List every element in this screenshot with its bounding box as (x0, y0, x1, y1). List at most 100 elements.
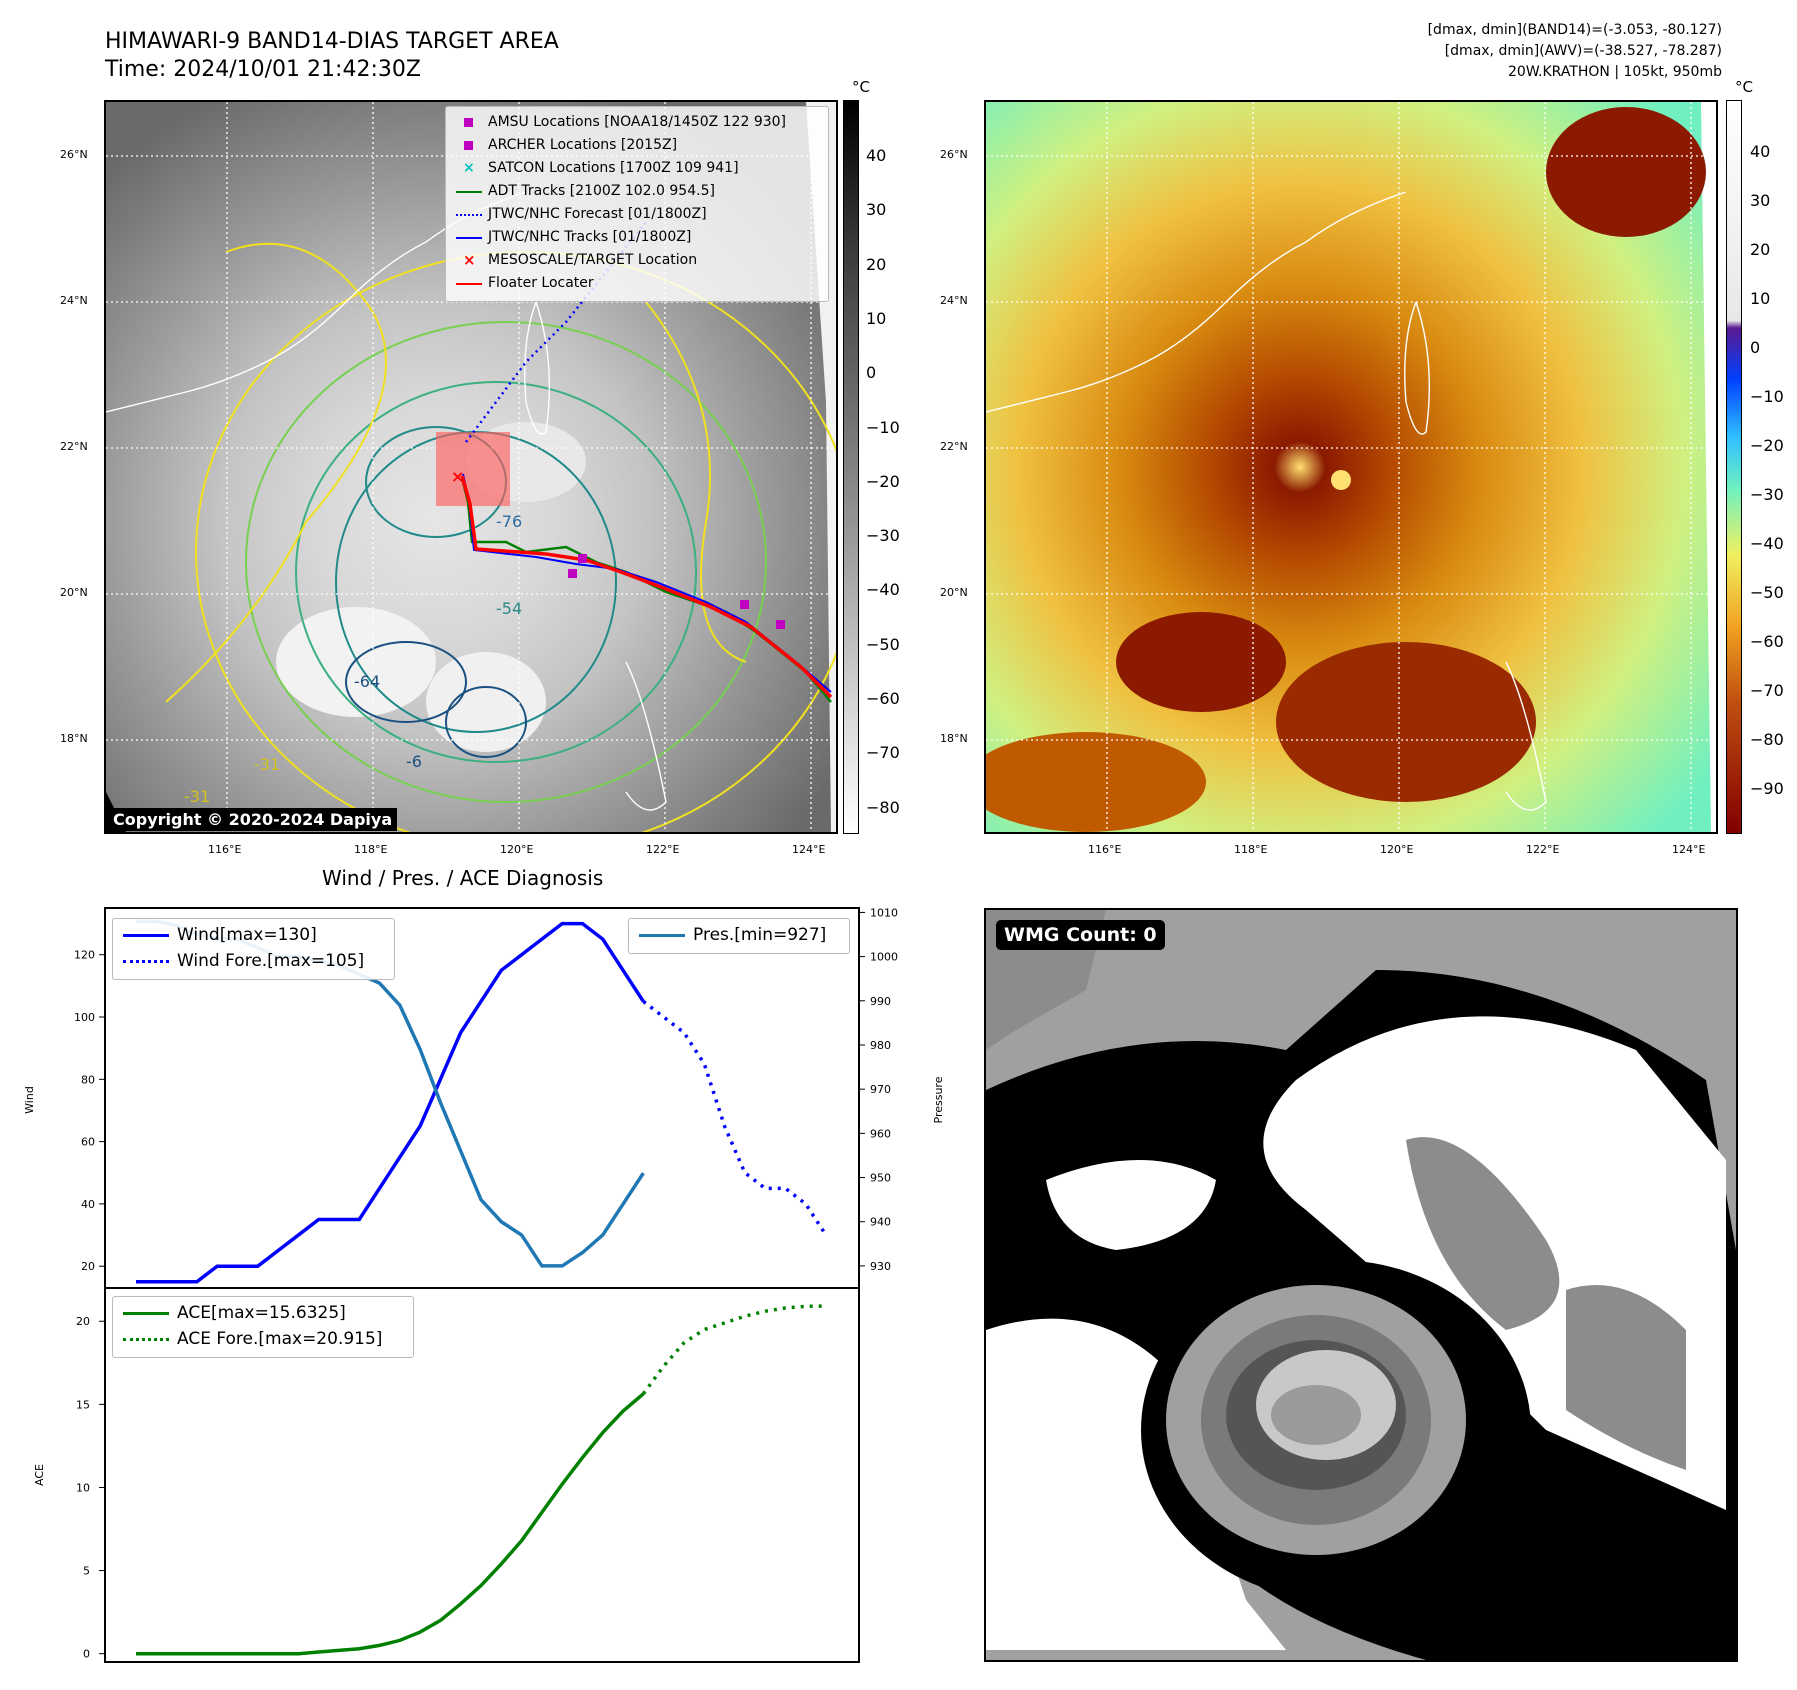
legend-item: × MESOSCALE/TARGET Location (454, 249, 820, 272)
track-legend: AMSU Locations [NOAA18/1450Z 122 930] AR… (445, 106, 829, 302)
legend-label: Pres.[min=927] (693, 925, 827, 945)
colorbar-tick-label: 10 (866, 308, 887, 328)
legend-item: Pres.[min=927] (637, 922, 841, 948)
legend-item: ACE[max=15.6325] (121, 1300, 405, 1326)
lon-label: 116°E (208, 843, 242, 856)
colorbar-tick-label: 30 (1750, 191, 1771, 210)
legend-item: JTWC/NHC Forecast [01/1800Z] (454, 203, 820, 226)
wind-tick-label: 80 (81, 1073, 95, 1086)
ace-tick-label: 15 (76, 1398, 90, 1411)
wind-forecast-line (642, 1000, 828, 1237)
wind-series-line (136, 921, 645, 1284)
wmg-image (986, 910, 1736, 1660)
lat-label: 26°N (940, 148, 968, 161)
pressure-legend: Pres.[min=927] (628, 918, 850, 954)
legend-item: Wind Fore.[max=105] (121, 948, 386, 974)
wind-legend: Wind[max=130] Wind Fore.[max=105] (112, 918, 395, 980)
legend-label: ADT Tracks [2100Z 102.0 954.5] (488, 183, 715, 199)
svg-text:×: × (451, 467, 464, 486)
wind-tick-label: 40 (81, 1198, 95, 1211)
lat-label: 20°N (940, 586, 968, 599)
lon-label: 124°E (1672, 843, 1706, 856)
lat-label: 22°N (940, 440, 968, 453)
legend-item: AMSU Locations [NOAA18/1450Z 122 930] (454, 111, 820, 134)
awv-colorbar (1726, 100, 1742, 834)
colorbar-tick-label: −10 (1750, 387, 1784, 406)
ir-colorbar (843, 100, 859, 834)
colorbar-tick-label: −70 (866, 743, 900, 763)
lat-label: 22°N (60, 440, 88, 453)
wmg-count-label: WMG Count: 0 (996, 920, 1165, 950)
lat-label: 18°N (60, 732, 88, 745)
legend-label: JTWC/NHC Tracks [01/1800Z] (488, 229, 692, 245)
colorbar-tick-label: 40 (1750, 142, 1771, 161)
colorbar-tick-label: −50 (1750, 583, 1784, 602)
figure-time: Time: 2024/10/01 21:42:30Z (105, 57, 421, 82)
lat-label: 26°N (60, 148, 88, 161)
contour-label: -54 (496, 599, 522, 618)
legend-item: JTWC/NHC Tracks [01/1800Z] (454, 226, 820, 249)
awv-colorbar-unit: °C (1735, 78, 1753, 96)
colorbar-tick-label: −80 (866, 797, 900, 817)
lat-label: 24°N (60, 294, 88, 307)
line-marker-icon (123, 934, 169, 937)
legend-label: Floater Locater (488, 275, 594, 291)
colorbar-tick-label: 40 (866, 146, 887, 165)
contour-label: -6 (406, 752, 422, 771)
ace-legend: ACE[max=15.6325] ACE Fore.[max=20.915] (112, 1296, 414, 1358)
wind-tick-label: 100 (74, 1011, 95, 1024)
legend-item: Wind[max=130] (121, 922, 386, 948)
dmax-band14-info: [dmax, dmin](BAND14)=(-3.053, -80.127) (1427, 22, 1722, 38)
legend-label: Wind[max=130] (177, 925, 317, 945)
pressure-tick-label: 990 (870, 995, 891, 1008)
pressure-tick-label: 1000 (870, 951, 898, 964)
wind-tick-label: 120 (74, 949, 95, 962)
colorbar-tick-label: 20 (866, 254, 887, 274)
lat-label: 24°N (940, 294, 968, 307)
pressure-axis-label: Pressure (932, 1076, 945, 1123)
pressure-tick-label: 980 (870, 1039, 891, 1052)
figure-title: HIMAWARI-9 BAND14-DIAS TARGET AREA (105, 29, 559, 54)
contour-label: -76 (496, 512, 522, 531)
colorbar-tick-label: −40 (1750, 534, 1784, 553)
lon-label: 116°E (1088, 843, 1122, 856)
colorbar-tick-label: −30 (1750, 485, 1784, 504)
legend-label: SATCON Locations [1700Z 109 941] (488, 160, 739, 176)
lon-label: 122°E (646, 843, 680, 856)
pressure-tick-label: 960 (870, 1127, 891, 1140)
ace-series-line (136, 1392, 645, 1656)
ace-tick-label: 5 (83, 1565, 90, 1578)
copyright-label: Copyright © 2020-2024 Dapiya (108, 808, 398, 831)
colorbar-tick-label: −30 (866, 526, 900, 546)
legend-label: ARCHER Locations [2015Z] (488, 137, 678, 153)
x-marker-icon: × (463, 160, 475, 176)
lon-label: 120°E (500, 843, 534, 856)
square-marker-icon (464, 141, 473, 150)
ace-axis-label: ACE (33, 1464, 46, 1486)
legend-item: × SATCON Locations [1700Z 109 941] (454, 157, 820, 180)
colorbar-tick-label: 10 (1750, 289, 1771, 308)
dmax-awv-info: [dmax, dmin](AWV)=(-38.527, -78.287) (1444, 43, 1722, 59)
contour-label: -31 (184, 787, 210, 806)
colorbar-tick-label: 20 (1750, 240, 1771, 259)
ir-colorbar-unit: °C (852, 78, 870, 96)
dotted-line-icon (123, 960, 169, 963)
legend-label: AMSU Locations [NOAA18/1450Z 122 930] (488, 114, 787, 130)
legend-label: JTWC/NHC Forecast [01/1800Z] (488, 206, 707, 222)
wind-tick-label: 60 (81, 1136, 95, 1149)
lat-label: 18°N (940, 732, 968, 745)
line-marker-icon (123, 1312, 169, 1315)
colorbar-tick-label: 0 (1750, 338, 1761, 357)
dot-line-icon (456, 237, 482, 239)
line-marker-icon (456, 191, 482, 193)
legend-label: ACE Fore.[max=20.915] (177, 1329, 383, 1349)
colorbar-tick-label: −60 (866, 689, 900, 708)
colorbar-tick-label: −90 (1750, 779, 1784, 798)
diagnosis-chart: 2040608010012093094095096097098099010001… (23, 906, 945, 1663)
colorbar-tick-label: 30 (866, 200, 887, 220)
contour-label: -31 (254, 755, 280, 774)
legend-label: ACE[max=15.6325] (177, 1303, 346, 1323)
wmg-panel: WMG Count: 0 (984, 908, 1738, 1662)
lat-label: 20°N (60, 586, 88, 599)
wind-plot: 20 40 60 80 100 120 930 940 950 960 970 980 990 1000 1… (74, 906, 898, 1284)
